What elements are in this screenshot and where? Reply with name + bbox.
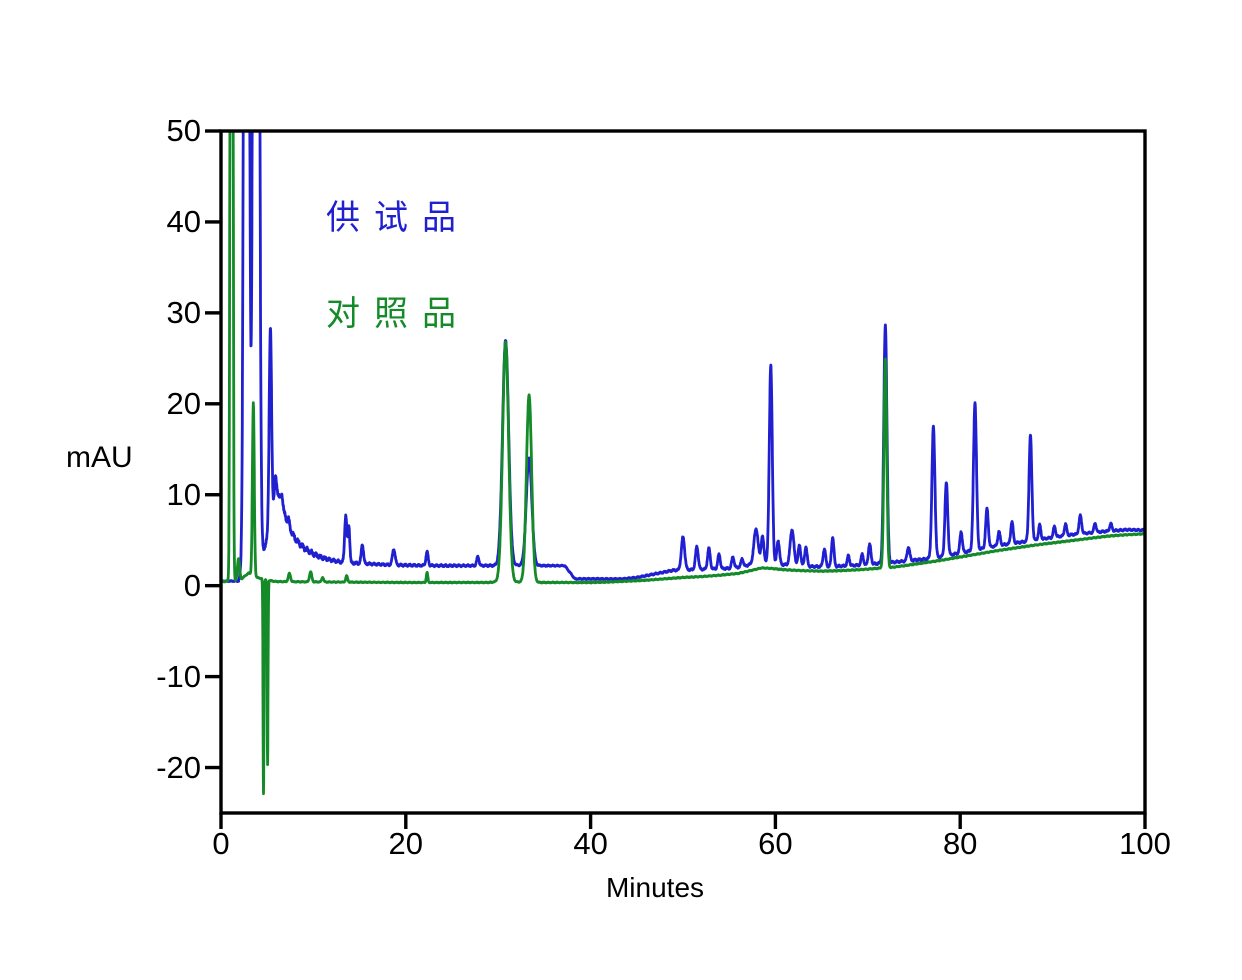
y-tick-label: -20 — [156, 749, 201, 785]
y-tick-label: 20 — [166, 385, 201, 421]
x-tick-label: 40 — [573, 826, 608, 861]
y-tick-label: -10 — [156, 658, 201, 694]
x-tick-label: 80 — [942, 826, 978, 861]
axes — [205, 129, 1147, 829]
y-tick-label: 40 — [166, 203, 201, 239]
y-tick-label: 50 — [166, 113, 201, 148]
x-tick-label: 60 — [758, 826, 793, 861]
plot-frame — [219, 129, 1147, 815]
legend-reference-standard: 对照品 — [326, 295, 470, 333]
x-tick-label: 100 — [1119, 826, 1171, 861]
x-axis-title: Minutes — [605, 872, 705, 903]
trace-reference-standard — [219, 129, 1147, 796]
legend-test-sample: 供试品 — [326, 199, 470, 237]
trace-lines — [219, 129, 1147, 796]
x-tick-label: 20 — [388, 826, 424, 861]
y-tick-label: 30 — [166, 294, 201, 330]
y-tick-label: 10 — [166, 476, 201, 512]
y-axis-title: mAU — [66, 441, 133, 474]
trace-test-sample — [219, 129, 1147, 583]
x-tick-label: 0 — [212, 826, 230, 861]
y-tick-label: 0 — [183, 567, 201, 603]
